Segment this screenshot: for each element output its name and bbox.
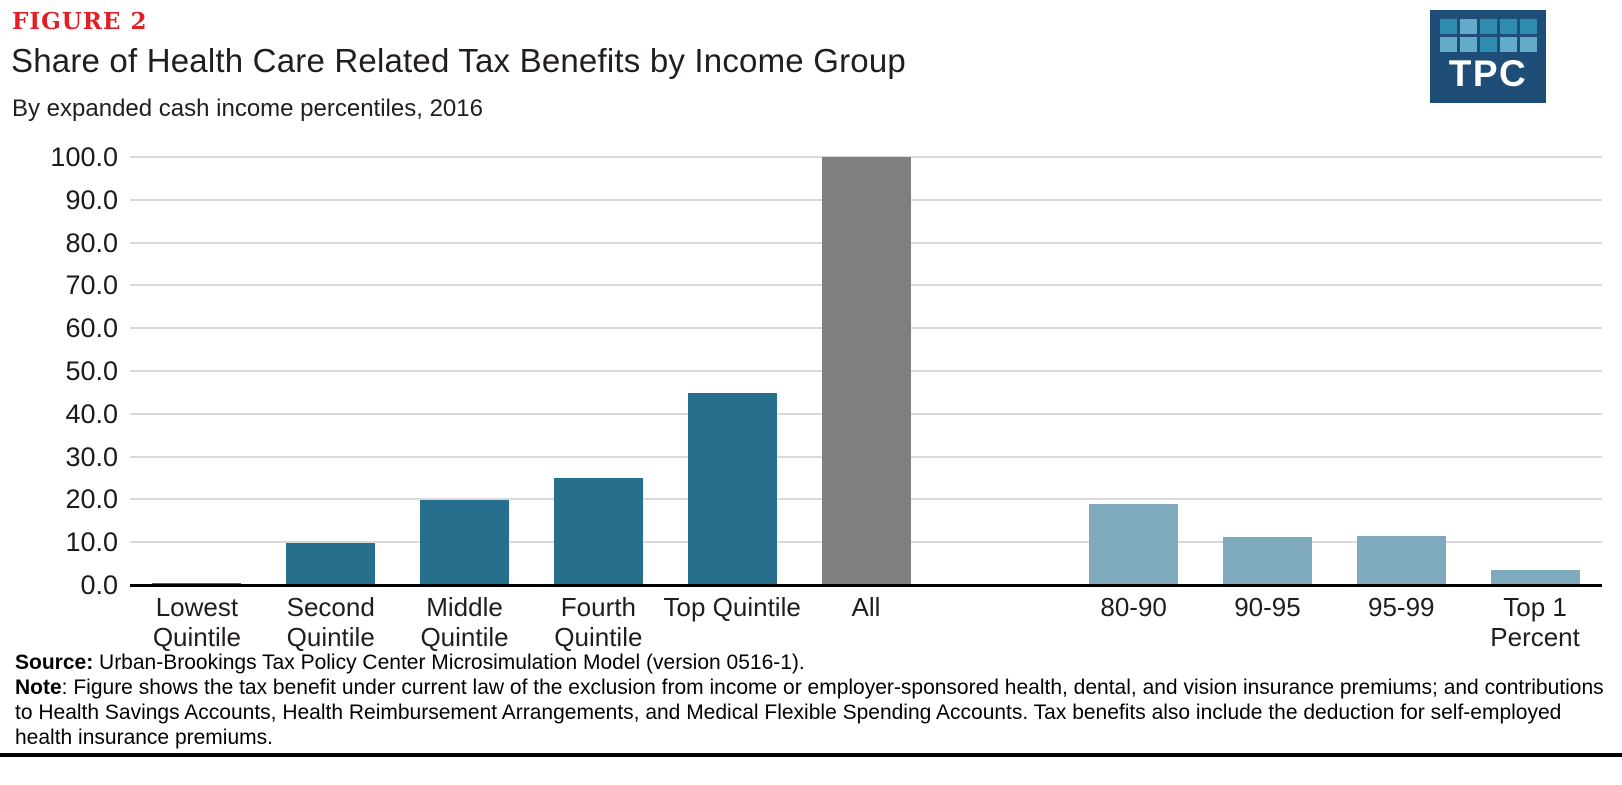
x-axis-label-middle-quintile: Middle Quintile	[388, 592, 542, 652]
bar-middle-quintile	[420, 500, 510, 585]
x-axis-label-top-1-percent: Top 1 Percent	[1458, 592, 1612, 652]
y-tick-label-60.0: 60.0	[65, 313, 118, 344]
bottom-divider	[0, 753, 1622, 757]
source-label: Source:	[15, 651, 94, 674]
x-axis-label-line: Top 1	[1503, 592, 1567, 622]
x-axis-line	[130, 584, 1602, 587]
logo-square-r0c0	[1439, 19, 1457, 34]
y-tick-label-70.0: 70.0	[65, 270, 118, 301]
x-axis-label-all: All	[789, 592, 943, 622]
x-axis-label-line: 80-90	[1100, 592, 1167, 622]
logo-square-r1c3	[1499, 37, 1517, 52]
bar-second-quintile	[286, 543, 376, 585]
bar-lowest-quintile	[152, 582, 242, 585]
y-tick-label-100.0: 100.0	[50, 142, 118, 172]
tpc-logo-grid-icon	[1439, 19, 1537, 52]
source-line: Source: Urban-Brookings Tax Policy Cente…	[15, 650, 1609, 675]
x-axis-label-80-90: 80-90	[1057, 592, 1211, 622]
y-tick-label-80.0: 80.0	[65, 227, 118, 258]
x-axis-label-95-99: 95-99	[1324, 592, 1478, 622]
logo-square-r1c4	[1519, 37, 1537, 52]
y-tick-label-30.0: 30.0	[65, 441, 118, 472]
bar-top-1-percent	[1490, 569, 1580, 585]
x-axis-label-line: All	[851, 592, 881, 622]
footer-notes: Source: Urban-Brookings Tax Policy Cente…	[15, 650, 1609, 750]
x-axis-label-second-quintile: Second Quintile	[254, 592, 408, 652]
logo-square-r0c4	[1519, 19, 1537, 34]
x-axis-label-line: 90-95	[1234, 592, 1301, 622]
tpc-logo-text: TPC	[1448, 53, 1528, 94]
chart-title: Share of Health Care Related Tax Benefit…	[11, 42, 906, 79]
logo-square-r1c2	[1479, 37, 1497, 52]
tpc-logo: TPC	[1430, 10, 1546, 103]
bar-all	[821, 157, 911, 585]
x-axis-label-line: Top Quintile	[663, 592, 801, 622]
bar-95-99	[1356, 536, 1446, 585]
y-tick-label-10.0: 10.0	[65, 527, 118, 558]
x-axis-label-top-quintile: Top Quintile	[655, 592, 809, 622]
x-axis-label-fourth-quintile: Fourth Quintile	[521, 592, 675, 652]
x-axis-label-line: Lowest	[155, 592, 239, 622]
source-text: Urban-Brookings Tax Policy Center Micros…	[93, 651, 805, 674]
note-text: : Figure shows the tax benefit under cur…	[15, 676, 1604, 749]
y-tick-label-40.0: 40.0	[65, 398, 118, 429]
logo-square-r0c3	[1499, 19, 1517, 34]
figure-number-label: FIGURE 2	[12, 8, 148, 35]
x-axis-label-line: Second	[286, 592, 375, 622]
note-line: Note: Figure shows the tax benefit under…	[15, 675, 1609, 750]
bar-fourth-quintile	[553, 477, 643, 585]
x-axis-label-lowest-quintile: Lowest Quintile	[120, 592, 274, 652]
x-axis-label-line: Quintile	[152, 622, 241, 652]
y-tick-label-0.0: 0.0	[80, 570, 118, 600]
logo-square-r0c1	[1459, 19, 1477, 34]
y-tick-label-90.0: 90.0	[65, 184, 118, 215]
bar-80-90	[1089, 504, 1179, 585]
chart-subtitle: By expanded cash income percentiles, 201…	[12, 95, 483, 122]
bar-90-95	[1222, 537, 1312, 585]
bar-top-quintile	[687, 392, 777, 585]
x-axis-label-line: Percent	[1490, 622, 1580, 652]
note-label: Note	[15, 676, 62, 699]
logo-square-r1c1	[1459, 37, 1477, 52]
x-axis-label-line: Quintile	[554, 622, 643, 652]
x-axis-label-line: Quintile	[420, 622, 509, 652]
logo-square-r1c0	[1439, 37, 1457, 52]
x-axis-label-line: Middle	[426, 592, 503, 622]
logo-square-r0c2	[1479, 19, 1497, 34]
y-tick-label-20.0: 20.0	[65, 484, 118, 515]
x-axis-label-line: 95-99	[1368, 592, 1435, 622]
x-axis-label-line: Fourth	[560, 592, 636, 622]
x-axis-label-line: Quintile	[286, 622, 375, 652]
y-tick-label-50.0: 50.0	[65, 356, 118, 386]
x-axis-label-90-95: 90-95	[1191, 592, 1345, 622]
